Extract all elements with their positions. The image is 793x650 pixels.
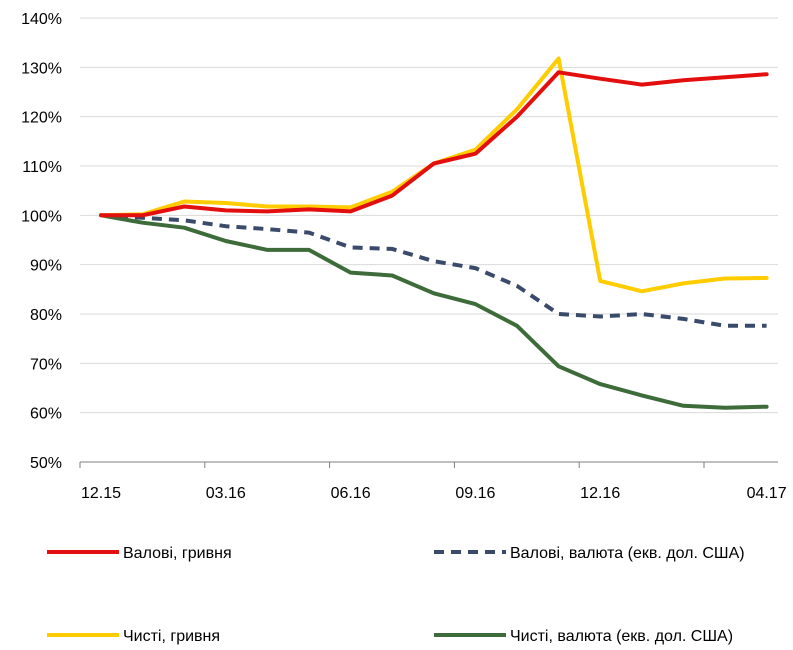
y-tick-label: 90% — [30, 258, 62, 275]
y-tick-label: 60% — [30, 406, 62, 423]
series-line-4 — [99, 213, 769, 410]
legend-label: Чисті, валюта (екв. дол. США) — [510, 628, 733, 645]
series-line-3 — [99, 56, 769, 294]
series-line-2 — [100, 213, 767, 328]
legend-item: Валові, гривня — [47, 545, 232, 562]
y-tick-label: 110% — [22, 159, 62, 176]
x-tick-label: 09.16 — [455, 485, 495, 502]
y-tick-label: 100% — [21, 208, 62, 225]
legend-item: Чисті, гривня — [47, 628, 220, 645]
x-tick-label: 12.15 — [81, 485, 121, 502]
y-tick-label: 120% — [21, 110, 62, 127]
x-axis-labels: 12.15 03.16 06.16 09.16 12.16 04.17 — [81, 485, 787, 502]
legend-label: Чисті, гривня — [123, 628, 220, 645]
x-tick-label: 03.16 — [206, 485, 246, 502]
series-line-1 — [99, 70, 769, 218]
legend-label: Валові, валюта (екв. дол. США) — [510, 545, 745, 562]
y-axis-ticks: 50% 60% 70% 80% 90% 100% 110% 120% 130% 140% — [21, 11, 62, 472]
x-tick-label: 04.17 — [747, 485, 787, 502]
gridlines — [80, 17, 778, 414]
x-axis-tickmarks — [79, 462, 705, 468]
series-lines — [99, 56, 769, 410]
y-tick-label: 80% — [30, 307, 62, 324]
y-tick-label: 140% — [21, 11, 62, 28]
y-tick-label: 50% — [30, 455, 62, 472]
y-tick-label: 130% — [21, 60, 62, 77]
y-tick-label: 70% — [30, 356, 62, 373]
legend-label: Валові, гривня — [123, 545, 232, 562]
legend-item: Валові, валюта (екв. дол. США) — [434, 545, 745, 562]
x-tick-label: 06.16 — [331, 485, 371, 502]
legend: Валові, гривня Валові, валюта (екв. дол. … — [47, 545, 745, 645]
legend-item: Чисті, валюта (екв. дол. США) — [434, 628, 733, 645]
x-tick-label: 12.16 — [580, 485, 620, 502]
